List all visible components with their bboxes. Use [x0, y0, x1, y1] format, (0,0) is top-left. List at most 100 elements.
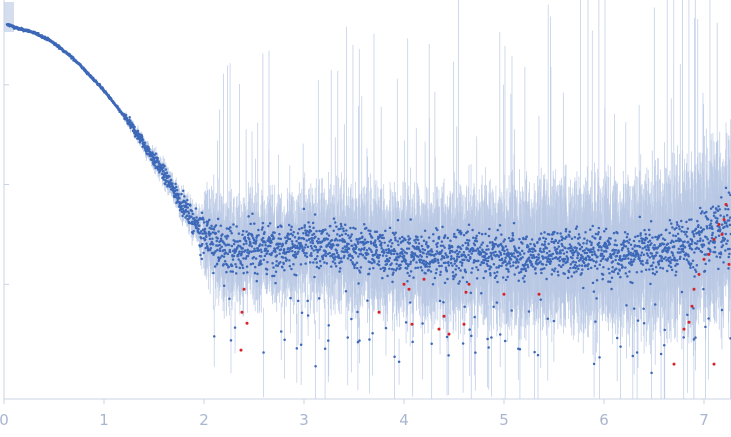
data-point — [250, 245, 254, 248]
data-point — [263, 231, 266, 234]
data-point — [357, 282, 360, 285]
data-point — [186, 202, 190, 206]
data-point — [399, 266, 402, 270]
data-point — [253, 222, 256, 225]
data-point — [268, 222, 272, 225]
data-point — [387, 251, 390, 254]
data-point — [200, 257, 204, 261]
data-point — [157, 160, 160, 163]
data-point — [204, 232, 208, 235]
data-point — [416, 235, 419, 239]
data-point — [210, 224, 213, 228]
data-point — [409, 262, 412, 266]
data-point — [349, 235, 352, 238]
data-point — [376, 253, 380, 257]
data-point — [316, 254, 319, 258]
data-point — [107, 94, 111, 97]
data-point — [141, 138, 145, 141]
data-point — [204, 246, 207, 250]
data-point — [206, 220, 210, 224]
data-point — [316, 250, 319, 254]
data-point — [396, 259, 399, 262]
data-point — [225, 270, 228, 274]
data-point — [226, 252, 230, 256]
data-point — [333, 262, 337, 265]
data-point — [336, 243, 340, 247]
data-point — [156, 156, 159, 160]
data-point — [399, 263, 402, 267]
data-point — [272, 237, 276, 240]
data-point — [307, 221, 310, 224]
data-point — [404, 238, 407, 242]
data-point — [289, 228, 293, 232]
data-point — [272, 266, 275, 269]
data-point — [379, 244, 383, 247]
data-point — [284, 241, 288, 245]
data-point — [409, 260, 413, 263]
data-point — [242, 257, 245, 260]
data-point — [276, 225, 280, 229]
data-point — [299, 343, 303, 346]
data-point — [199, 253, 202, 257]
data-point — [254, 249, 257, 253]
data-point — [238, 252, 241, 255]
data-point — [381, 233, 384, 237]
data-point — [244, 257, 248, 260]
data-point — [340, 260, 343, 263]
data-point — [229, 270, 233, 273]
data-point — [181, 214, 184, 218]
data-point — [323, 347, 327, 351]
data-point — [223, 248, 227, 252]
data-point — [190, 209, 194, 213]
data-point — [208, 237, 212, 241]
data-point — [218, 247, 222, 250]
data-point — [231, 270, 235, 273]
data-point — [247, 252, 251, 255]
data-point — [230, 244, 234, 248]
data-point — [271, 261, 274, 265]
data-point — [358, 271, 362, 274]
data-point — [209, 232, 212, 236]
data-point — [391, 280, 394, 284]
data-point — [418, 260, 422, 264]
data-point — [241, 247, 245, 250]
data-point — [355, 245, 358, 249]
data-point — [365, 249, 369, 252]
data-point — [295, 347, 299, 350]
data-point — [265, 268, 269, 271]
data-point — [412, 257, 416, 261]
data-point — [237, 258, 240, 261]
data-point — [224, 235, 227, 238]
data-point — [128, 116, 131, 119]
data-point — [241, 233, 244, 236]
data-point — [412, 276, 415, 279]
data-point — [417, 242, 421, 245]
data-point — [310, 247, 314, 250]
data-point — [143, 143, 146, 146]
data-point — [409, 270, 413, 273]
data-point — [311, 241, 315, 245]
data-point — [375, 245, 378, 249]
data-point — [229, 226, 232, 229]
data-point — [312, 249, 316, 252]
data-point — [363, 238, 367, 241]
data-point — [247, 232, 251, 235]
data-point — [314, 245, 318, 249]
data-point — [324, 250, 328, 254]
data-point — [417, 255, 420, 259]
data-point — [334, 264, 338, 268]
data-point — [214, 224, 218, 227]
data-point — [304, 243, 308, 247]
data-point — [297, 236, 301, 239]
data-point — [409, 218, 412, 221]
data-point — [305, 255, 309, 259]
data-point — [305, 239, 309, 242]
data-point — [407, 247, 411, 250]
data-point — [309, 241, 312, 244]
data-point — [179, 201, 183, 205]
data-point — [234, 249, 238, 253]
data-point — [411, 252, 415, 255]
data-point — [370, 242, 373, 245]
data-point — [314, 257, 318, 261]
data-point — [209, 246, 213, 250]
